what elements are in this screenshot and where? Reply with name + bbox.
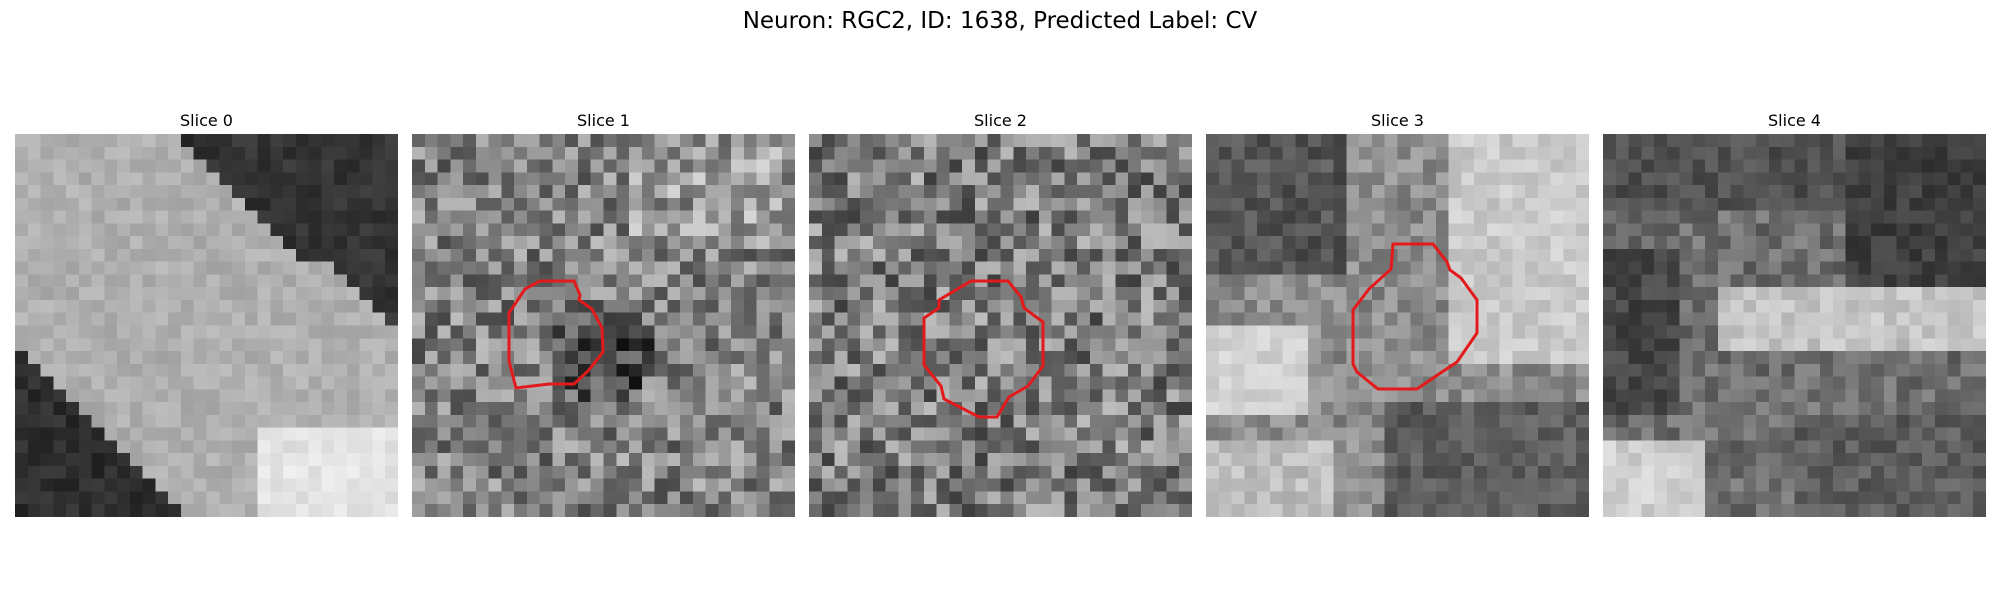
slice-image-1 [412, 134, 795, 517]
slice-title-1: Slice 1 [577, 111, 630, 130]
slice-panel-0: Slice 0 [15, 108, 398, 517]
slice-title-0: Slice 0 [180, 111, 233, 130]
slice-title-4: Slice 4 [1768, 111, 1821, 130]
slice-panel-3: Slice 3 [1206, 108, 1589, 517]
slice-title-2: Slice 2 [974, 111, 1027, 130]
slice-0-grayscale-image [15, 134, 398, 517]
slice-image-2 [809, 134, 1192, 517]
slice-2-grayscale-image [809, 134, 1192, 517]
figure-title: Neuron: RGC2, ID: 1638, Predicted Label:… [742, 8, 1258, 34]
slice-image-4 [1603, 134, 1986, 517]
slice-1-grayscale-image [412, 134, 795, 517]
slice-image-0 [15, 134, 398, 517]
slice-panel-2: Slice 2 [809, 108, 1192, 517]
slice-3-roi-contour [1351, 242, 1479, 391]
slice-4-grayscale-image [1603, 134, 1986, 517]
slice-image-3 [1206, 134, 1589, 517]
slice-panel-1: Slice 1 [412, 108, 795, 517]
slice-panel-4: Slice 4 [1603, 108, 1986, 517]
slice-3-grayscale-image [1206, 134, 1589, 517]
slice-2-roi-contour [922, 279, 1045, 419]
slice-title-3: Slice 3 [1371, 111, 1424, 130]
slice-1-roi-contour [507, 279, 605, 390]
